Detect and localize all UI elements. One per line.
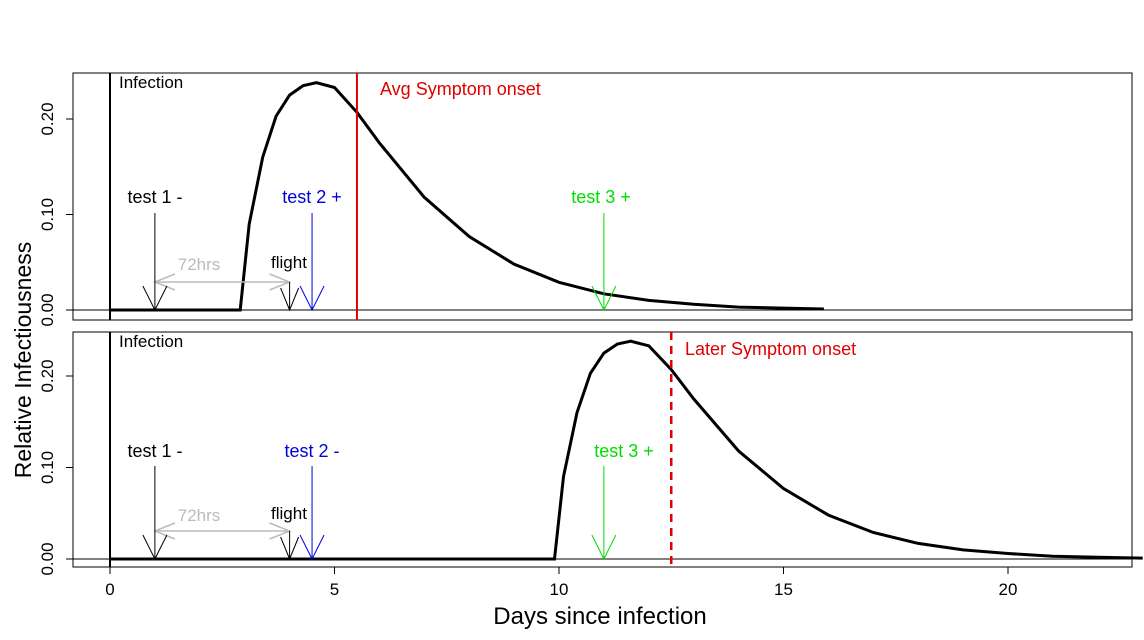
- bottom-window-label: 72hrs: [178, 506, 221, 525]
- bottom-infectiousness-curve: [110, 339, 1143, 561]
- bottom-72hrs-window: [152, 522, 292, 540]
- x-tick-label: 15: [774, 580, 793, 599]
- bottom-test-3-head: [591, 534, 617, 561]
- top-ytick-label: 0.00: [38, 293, 57, 326]
- bottom-test-1-label: test 1 -: [127, 441, 182, 461]
- bottom-test-3-label: test 3 +: [594, 441, 654, 461]
- top-flight-label: flight: [271, 253, 307, 272]
- top-window-label: 72hrs: [178, 255, 221, 274]
- x-axis: 0 5 10 15 20: [105, 566, 1018, 599]
- top-infectiousness-curve: [110, 81, 824, 312]
- top-flight-head: [280, 287, 300, 312]
- bottom-test-2-label: test 2 -: [284, 441, 339, 461]
- top-test-1-head: [142, 285, 168, 312]
- top-infection-label: Infection: [119, 73, 183, 92]
- top-test-arrows: [142, 213, 617, 312]
- top-test-2-head: [299, 285, 325, 312]
- bottom-infection-label: Infection: [119, 332, 183, 351]
- bottom-panel: 0.00 0.10 0.20 0 5 10 15 20 Infection Later Sy…: [38, 331, 1143, 599]
- bottom-flight-head: [280, 536, 300, 561]
- bottom-y-axis: 0.00 0.10 0.20: [38, 359, 73, 576]
- top-test-1-label: test 1 -: [127, 187, 182, 207]
- bottom-ytick-label: 0.00: [38, 542, 57, 575]
- x-tick-label: 5: [330, 580, 339, 599]
- x-tick-label: 20: [999, 580, 1018, 599]
- bottom-ytick-label: 0.20: [38, 359, 57, 392]
- top-symptom-label: Avg Symptom onset: [380, 79, 541, 99]
- bottom-test-arrows: [142, 466, 617, 561]
- y-axis-title: Relative Infectiousness: [10, 242, 36, 479]
- top-y-axis: 0.00 0.10 0.20: [38, 102, 73, 327]
- bottom-flight-arrow: [280, 531, 300, 561]
- top-test-2-label: test 2 +: [282, 187, 342, 207]
- x-axis-title: Days since infection: [493, 603, 706, 630]
- bottom-test-2-head: [299, 534, 325, 561]
- top-ytick-label: 0.20: [38, 102, 57, 135]
- top-panel-frame: [72, 72, 1133, 321]
- bottom-flight-label: flight: [271, 504, 307, 523]
- bottom-test-1-head: [142, 534, 168, 561]
- x-tick-label: 0: [105, 580, 114, 599]
- bottom-symptom-label: Later Symptom onset: [685, 339, 856, 359]
- top-72hrs-window: [152, 273, 292, 291]
- top-flight-arrow: [280, 282, 300, 312]
- top-test-3-label: test 3 +: [571, 187, 631, 207]
- top-ytick-label: 0.10: [38, 198, 57, 231]
- top-test-3-head: [591, 285, 617, 312]
- x-tick-label: 10: [550, 580, 569, 599]
- bottom-ytick-label: 0.10: [38, 451, 57, 484]
- top-panel: 0.00 0.10 0.20 Infection Avg Symptom onset…: [38, 72, 1133, 327]
